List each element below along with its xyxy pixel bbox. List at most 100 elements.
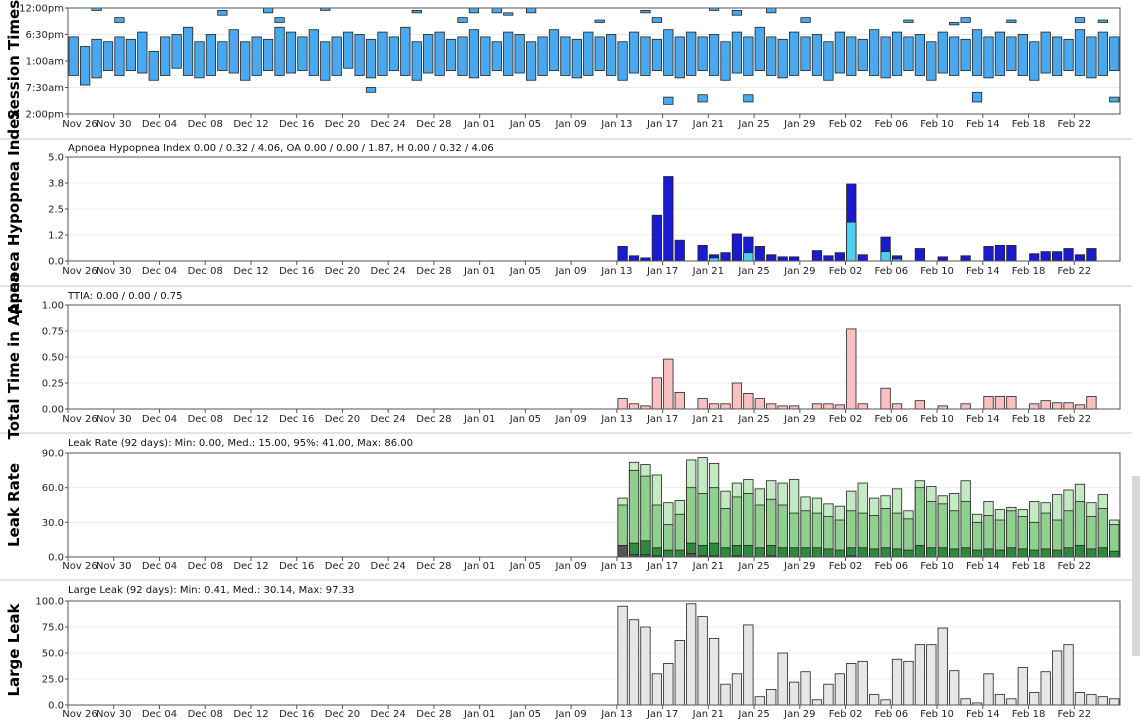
ahi-bar: [628, 255, 640, 262]
x-tick-label: Dec 24: [371, 561, 406, 572]
large-leak-bar: [1097, 696, 1108, 706]
x-tick-label: Feb 14: [966, 266, 1000, 277]
leak-median-bar: [1074, 545, 1086, 558]
x-tick-label: Dec 20: [325, 266, 360, 277]
plot-frame-large: [67, 600, 1121, 706]
x-tick-label: Feb 18: [1012, 414, 1046, 425]
session-bar: [903, 36, 914, 72]
session-bar: [537, 36, 548, 76]
ahi-bar: [663, 176, 674, 262]
y-tick-label: 1:00am: [26, 57, 64, 68]
x-tick-label: Jan 29: [783, 561, 815, 572]
ahi-bar: [617, 246, 628, 262]
session-bar: [606, 34, 617, 76]
x-tick-label: Jan 17: [646, 709, 678, 720]
x-tick-label: Dec 04: [142, 119, 177, 130]
x-tick-label: Jan 01: [463, 561, 495, 572]
session-bar: [1097, 31, 1108, 76]
session-bar: [869, 29, 880, 76]
session-bar: [445, 38, 457, 72]
ttia-bar: [663, 358, 674, 410]
leak-median-bar: [788, 547, 800, 558]
leak-ylabel: Leak Rate: [5, 463, 23, 547]
x-tick-label: Nov 30: [96, 414, 131, 425]
oa-bar: [743, 252, 754, 262]
session-bar: [674, 36, 685, 79]
ttia-ylabel: Total Time in Apnea: [5, 273, 23, 440]
x-tick-label: Feb 18: [1012, 119, 1046, 130]
ahi-bar: [720, 252, 731, 262]
leak-median-bar: [869, 548, 880, 558]
session-bar: [1051, 36, 1063, 76]
session-bar: [823, 41, 834, 81]
ahi-bar: [857, 254, 868, 262]
large-leak-bar: [731, 673, 743, 706]
x-tick-label: Jan 01: [463, 119, 495, 130]
x-tick-label: Dec 08: [188, 119, 223, 130]
leak-median-bar: [697, 545, 708, 558]
session-bar: [846, 36, 857, 76]
x-tick-label: Dec 28: [416, 266, 451, 277]
leak-median-bar: [1017, 548, 1028, 558]
session-bar: [571, 38, 582, 79]
session-bar: [365, 38, 377, 79]
nap-bar: [697, 94, 708, 103]
y-tick-label: 0.00: [42, 405, 64, 416]
large-leak-bar: [640, 626, 651, 706]
x-tick-label: Dec 16: [279, 709, 314, 720]
x-tick-label: Jan 01: [463, 709, 495, 720]
large-leak-bar: [914, 644, 926, 706]
session-ylabel: Session Times: [5, 0, 23, 120]
leak-median-bar: [777, 547, 788, 558]
large-leak-title: Large Leak (92 days): Min: 0.41, Med.: 3…: [68, 585, 354, 596]
session-bar: [331, 36, 342, 76]
x-tick-label: Jan 29: [783, 119, 815, 130]
y-tick-label: 1.00: [42, 301, 64, 312]
ttia-bar: [766, 403, 777, 410]
x-tick-label: Dec 24: [371, 414, 406, 425]
ttia-bar: [617, 398, 628, 410]
session-bar: [891, 31, 903, 76]
session-bar: [354, 34, 365, 76]
ahi-bar: [823, 255, 834, 262]
scrollbar-thumb: [1132, 476, 1140, 656]
x-tick-label: Nov 26: [62, 414, 97, 425]
session-bar: [80, 46, 91, 86]
session-bar: [297, 36, 308, 72]
x-tick-label: Jan 17: [646, 414, 678, 425]
ttia-title: TTIA: 0.00 / 0.00 / 0.75: [67, 291, 182, 302]
session-bar: [1063, 38, 1074, 72]
leak-median-bar: [926, 547, 937, 558]
x-tick-label: Jan 13: [600, 414, 632, 425]
session-bar: [731, 31, 743, 74]
large-leak-bar: [708, 638, 720, 706]
nap-bar: [903, 19, 914, 23]
session-bar: [182, 26, 194, 76]
large-leak-ylabel: Large Leak: [5, 602, 23, 696]
nap-bar: [971, 91, 983, 103]
ahi-bar: [674, 239, 685, 262]
session-bar: [320, 41, 331, 81]
y-tick-label: 12:00pm: [19, 4, 64, 15]
x-tick-label: Jan 17: [646, 266, 678, 277]
session-bar: [514, 34, 525, 74]
session-bar: [720, 41, 731, 81]
x-tick-label: Feb 06: [874, 561, 908, 572]
x-tick-label: Feb 22: [1057, 414, 1091, 425]
x-tick-label: Dec 12: [233, 119, 268, 130]
panel-separators: [0, 138, 1140, 656]
x-tick-label: Jan 25: [737, 266, 769, 277]
x-tick-label: Dec 20: [325, 414, 360, 425]
session-bar: [754, 26, 765, 72]
leak-median-bar: [857, 547, 868, 558]
leak-median-bar: [1029, 549, 1040, 558]
x-tick-label: Feb 22: [1057, 266, 1091, 277]
x-tick-label: Feb 22: [1057, 709, 1091, 720]
y-tick-label: 3.8: [48, 179, 64, 190]
x-tick-label: Jan 25: [737, 709, 769, 720]
x-tick-label: Dec 12: [233, 561, 268, 572]
ahi-bar: [697, 244, 708, 262]
x-tick-label: Dec 20: [325, 709, 360, 720]
